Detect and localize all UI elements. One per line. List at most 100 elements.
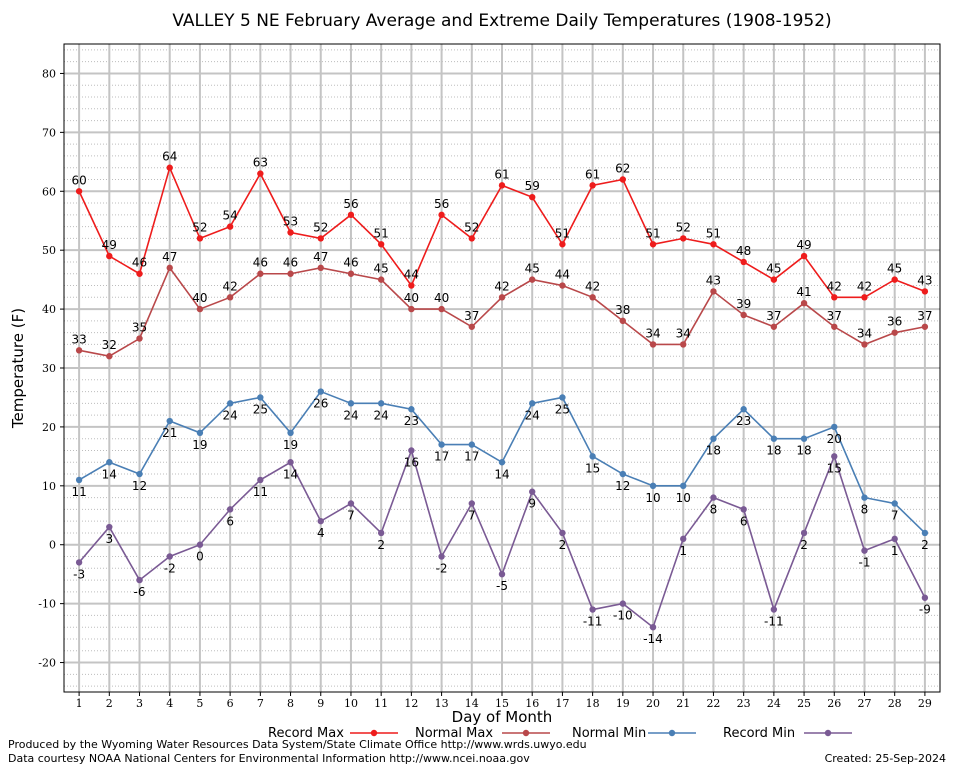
data-point-record-min	[921, 594, 929, 601]
data-point-normal-max	[377, 276, 385, 283]
data-label-normal-min: 8	[861, 503, 869, 517]
data-label-normal-max: 43	[706, 273, 721, 287]
data-point-normal-max	[196, 305, 204, 313]
data-point-normal-max	[710, 288, 717, 295]
x-tick-label: 13	[435, 697, 449, 710]
data-point-record-min	[529, 488, 536, 495]
legend-label-normal-max: Normal Max	[415, 726, 493, 741]
footer-produced-by: Produced by the Wyoming Water Resources …	[8, 738, 587, 751]
data-label-normal-min: 23	[404, 414, 419, 428]
data-point-record-max	[529, 193, 536, 201]
data-label-normal-max: 39	[736, 297, 751, 311]
data-point-record-max	[800, 252, 808, 260]
data-point-normal-min	[800, 435, 808, 442]
data-label-normal-min: 2	[921, 538, 929, 552]
data-label-normal-max: 42	[222, 279, 237, 293]
data-label-normal-min: 15	[585, 461, 600, 475]
data-label-normal-min: 10	[645, 491, 660, 505]
x-tick-label: 19	[616, 697, 630, 710]
data-label-normal-max: 41	[796, 285, 811, 299]
data-label-record-max: 52	[676, 220, 691, 234]
data-point-record-max	[740, 258, 747, 266]
data-label-record-max: 51	[374, 226, 389, 240]
data-label-record-min: 8	[710, 503, 718, 517]
data-label-normal-min: 25	[253, 402, 268, 416]
data-point-normal-max	[529, 276, 536, 283]
data-point-record-min	[196, 541, 204, 548]
data-label-record-max: 61	[494, 167, 509, 181]
data-label-normal-max: 40	[192, 291, 207, 305]
x-axis-ticks: 1 2 3 4 5 6 7 8 9 10 11 12 13 14 15 16 17 18 19 20 21 22 23 24 2…	[76, 692, 932, 710]
data-point-record-min	[861, 547, 868, 554]
data-point-normal-min	[589, 453, 596, 460]
series-normal-max: 33 32 35 47 40 42 46 46 47 46 45 40 40 37 42 45 44 42 38 34…	[71, 250, 933, 360]
x-tick-label: 26	[827, 697, 841, 710]
y-tick-label: 10	[42, 480, 56, 493]
data-label-record-min: -5	[496, 579, 508, 593]
data-point-record-max	[106, 252, 113, 260]
x-tick-label: 14	[465, 697, 479, 710]
data-point-normal-max	[740, 311, 747, 319]
data-label-normal-max: 37	[766, 309, 781, 323]
x-tick-label: 5	[196, 697, 203, 710]
data-point-normal-min	[166, 417, 173, 425]
data-point-normal-max	[649, 341, 657, 348]
data-point-normal-max	[438, 305, 445, 313]
data-label-normal-max: 46	[253, 256, 268, 270]
x-axis-title: Day of Month	[452, 708, 553, 726]
data-label-record-min: 0	[196, 550, 204, 564]
data-point-normal-min	[75, 476, 83, 484]
data-point-record-min	[680, 535, 687, 543]
data-point-record-max	[770, 276, 778, 283]
footer-data-courtesy: Data courtesy NOAA National Centers for …	[8, 752, 530, 765]
data-label-record-max: 52	[464, 220, 479, 234]
y-tick-label: 50	[42, 244, 56, 257]
data-label-normal-max: 37	[917, 309, 932, 323]
data-label-record-min: 11	[253, 485, 268, 499]
legend: Record Max Normal Max Normal Min Record Min	[268, 726, 852, 741]
data-point-normal-min	[317, 388, 324, 395]
data-label-normal-max: 42	[585, 279, 600, 293]
data-point-normal-min	[921, 529, 929, 537]
data-label-normal-max: 46	[343, 256, 358, 270]
data-label-normal-min: 19	[283, 438, 298, 452]
x-tick-label: 3	[136, 697, 143, 710]
data-label-record-max: 54	[222, 209, 237, 223]
data-point-record-max	[649, 241, 657, 248]
data-point-normal-min	[136, 470, 143, 478]
data-point-normal-max	[166, 264, 173, 272]
data-label-record-max: 52	[313, 220, 328, 234]
data-label-record-min: 6	[740, 514, 748, 528]
data-label-record-max: 61	[585, 167, 600, 181]
data-label-normal-max: 47	[313, 250, 328, 264]
data-point-record-max	[891, 276, 898, 283]
data-label-record-min: -1	[858, 556, 870, 570]
data-label-record-max: 49	[796, 238, 811, 252]
y-tick-label: -10	[38, 598, 56, 611]
data-point-record-min	[468, 500, 475, 507]
data-label-normal-max: 37	[827, 309, 842, 323]
data-point-record-min	[226, 506, 234, 513]
data-point-normal-max	[831, 323, 838, 330]
data-point-normal-min	[226, 400, 234, 407]
data-point-record-max	[498, 182, 506, 189]
legend-item-record-min: Record Min	[723, 726, 852, 741]
data-point-normal-max	[498, 294, 506, 301]
legend-item-normal-min: Normal Min	[572, 726, 696, 741]
data-point-record-max	[861, 294, 868, 301]
data-point-normal-max	[861, 341, 868, 348]
y-tick-label: 30	[42, 362, 56, 375]
data-label-record-max: 56	[343, 197, 358, 211]
data-point-record-max	[589, 182, 596, 189]
data-label-normal-min: 21	[162, 426, 177, 440]
data-label-normal-min: 24	[222, 408, 237, 422]
data-point-normal-min	[710, 435, 717, 442]
legend-label-normal-min: Normal Min	[572, 726, 646, 741]
x-tick-label: 29	[918, 697, 932, 710]
legend-item-record-max: Record Max	[268, 726, 398, 741]
data-point-record-min	[317, 517, 324, 525]
legend-marker-record-min	[824, 729, 832, 737]
y-tick-label: 60	[42, 185, 56, 198]
data-point-normal-min	[831, 423, 838, 431]
